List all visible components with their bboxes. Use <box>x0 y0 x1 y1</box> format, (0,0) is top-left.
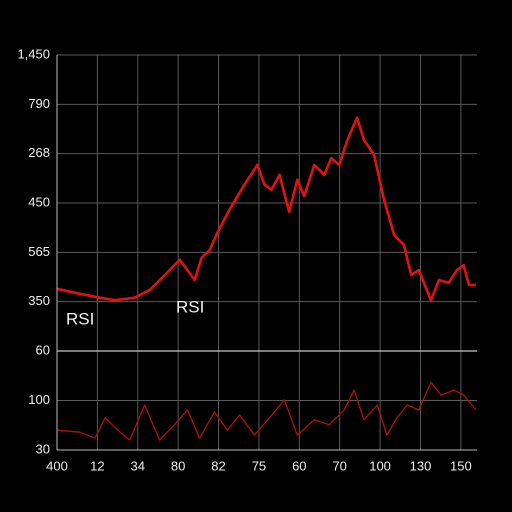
y-tick-label: 100 <box>28 392 50 407</box>
line <box>56 116 476 302</box>
y-tick-label: 268 <box>28 145 50 160</box>
y-tick-label: 1,450 <box>17 46 50 61</box>
y-tick-label: 350 <box>28 293 50 308</box>
x-tick-label: 60 <box>292 458 306 473</box>
x-tick-label: 12 <box>90 458 104 473</box>
x-tick-label: 400 <box>46 458 68 473</box>
x-tick-label: 80 <box>171 458 185 473</box>
line <box>56 381 477 441</box>
y-tick-label: 450 <box>28 194 50 209</box>
y-tick-label: 565 <box>28 244 50 259</box>
x-tick-label: 150 <box>450 458 472 473</box>
x-tick-label: 75 <box>252 458 266 473</box>
annotation: RSI <box>66 309 94 328</box>
x-tick-label: 70 <box>332 458 346 473</box>
y-tick-label: 60 <box>36 342 50 357</box>
x-tick-label: 100 <box>369 458 391 473</box>
x-tick-label: 130 <box>410 458 432 473</box>
annotation: RSI <box>176 297 204 316</box>
y-tick-label: 30 <box>36 441 50 456</box>
x-tick-label: 82 <box>211 458 225 473</box>
x-tick-label: 34 <box>131 458 145 473</box>
y-tick-label: 790 <box>28 96 50 111</box>
